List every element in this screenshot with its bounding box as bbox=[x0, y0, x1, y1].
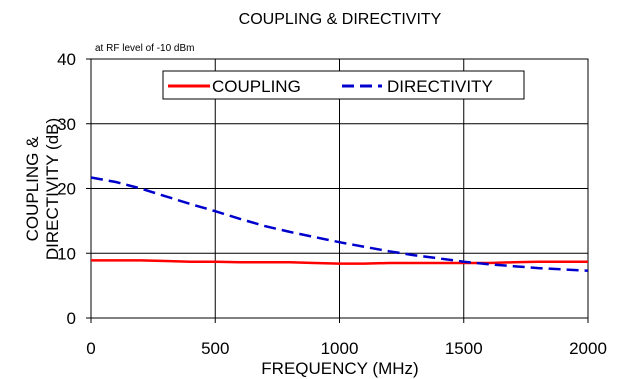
legend-label-coupling: COUPLING bbox=[212, 77, 301, 96]
y-axis-label-line-2: DIRECTIVITY (dB) bbox=[43, 118, 62, 260]
annotation-text: at RF level of -10 dBm bbox=[95, 43, 194, 54]
ticks: 0 500 1000 1500 2000 0 10 20 30 40 bbox=[57, 50, 607, 358]
x-tick-label: 0 bbox=[86, 339, 95, 358]
x-tick-label: 2000 bbox=[569, 339, 607, 358]
series-line-coupling bbox=[91, 259, 588, 265]
legend: COUPLING DIRECTIVITY bbox=[162, 70, 525, 100]
y-tick-label: 0 bbox=[67, 309, 76, 328]
legend-box bbox=[162, 70, 525, 100]
y-tick-label: 30 bbox=[57, 115, 76, 134]
chart-title: COUPLING & DIRECTIVITY bbox=[239, 11, 442, 28]
y-tick-label: 10 bbox=[57, 244, 76, 263]
y-tick-label: 20 bbox=[57, 180, 76, 199]
x-tick-label: 1500 bbox=[445, 339, 483, 358]
y-axis-label-line-1: COUPLING & bbox=[23, 136, 42, 242]
series-line-directivity bbox=[90, 176, 589, 272]
x-tick-label: 500 bbox=[201, 339, 229, 358]
series-layer bbox=[90, 176, 589, 272]
x-tick-label: 1000 bbox=[321, 339, 359, 358]
y-tick-label: 40 bbox=[57, 50, 76, 69]
legend-label-directivity: DIRECTIVITY bbox=[387, 77, 493, 96]
x-axis-label: FREQUENCY (MHz) bbox=[261, 359, 418, 378]
